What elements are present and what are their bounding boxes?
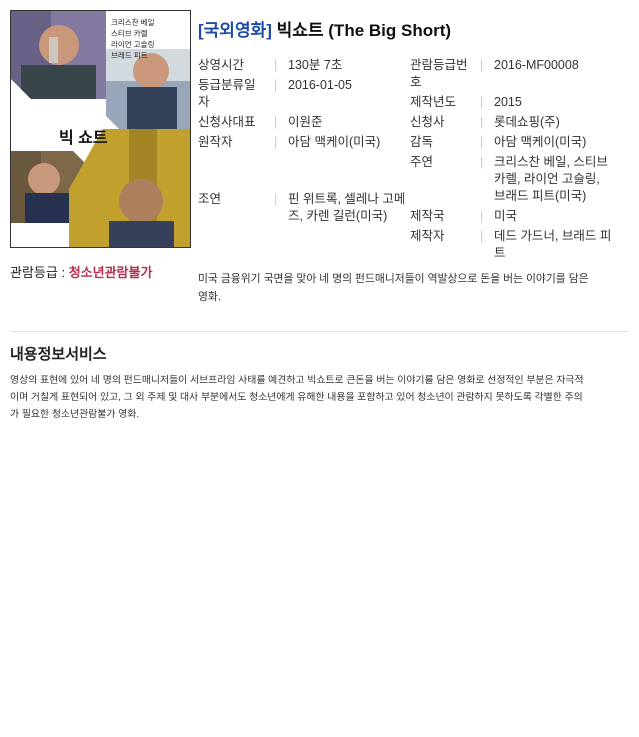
svg-text:라이언 고슬링: 라이언 고슬링 — [111, 39, 154, 49]
svg-text:빅 쇼트: 빅 쇼트 — [59, 129, 108, 147]
svg-text:스티브 카렐: 스티브 카렐 — [111, 29, 148, 38]
svg-text:크리스찬 베일: 크리스찬 베일 — [111, 17, 155, 27]
svg-text:브래드 피트: 브래드 피트 — [111, 51, 148, 60]
